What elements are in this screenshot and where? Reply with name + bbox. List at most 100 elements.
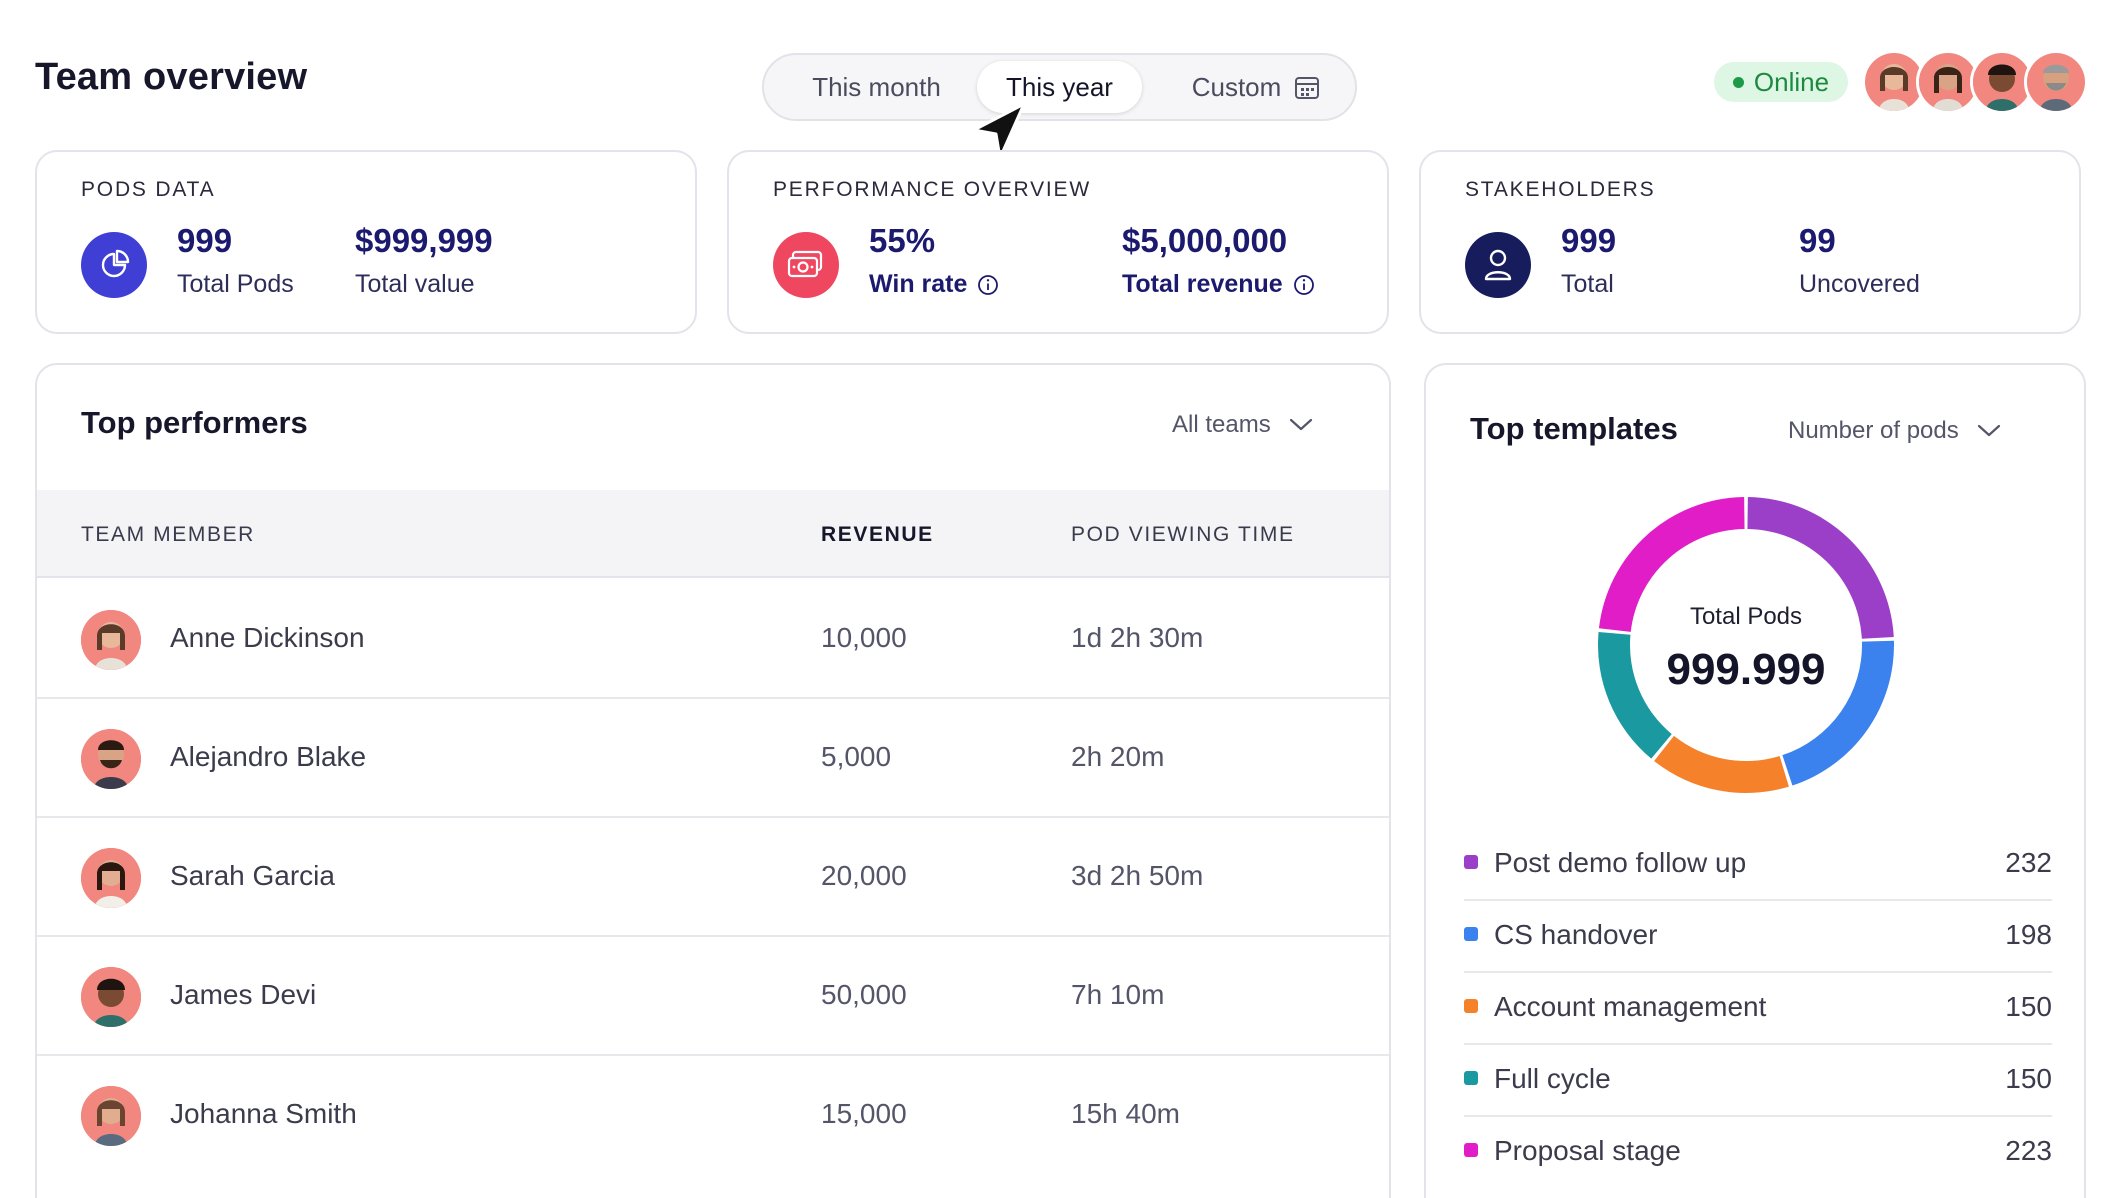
pie-chart-icon: [81, 232, 147, 298]
page-title: Team overview: [35, 56, 308, 98]
stakeholders-uncovered-label: Uncovered: [1799, 270, 1920, 298]
member-name: Sarah Garcia: [170, 860, 335, 891]
table-row[interactable]: Johanna Smith 15,000 15h 40m: [37, 1056, 1389, 1175]
legend-item[interactable]: Post demo follow up 232: [1464, 829, 2052, 901]
member-revenue: 15,000: [821, 1098, 907, 1129]
legend-swatch: [1464, 927, 1478, 941]
column-header-revenue[interactable]: REVENUE: [821, 523, 934, 546]
pods-data-label: PODS DATA: [81, 178, 216, 201]
online-status-badge: Online: [1714, 62, 1848, 102]
performance-overview-label: PERFORMANCE OVERVIEW: [773, 178, 1091, 201]
period-option-this-year[interactable]: This year: [977, 61, 1142, 113]
member-viewing-time: 2h 20m: [1071, 741, 1165, 772]
table-row[interactable]: Alejandro Blake 5,000 2h 20m: [37, 699, 1389, 818]
team-filter-label: All teams: [1172, 411, 1271, 438]
donut-segment[interactable]: [1747, 497, 1894, 639]
legend-item[interactable]: Proposal stage 223: [1464, 1117, 2052, 1189]
member-name: James Devi: [170, 979, 317, 1010]
table-header: TEAM MEMBER REVENUE POD VIEWING TIME: [37, 490, 1389, 578]
stakeholders-total-value: 999: [1561, 222, 1617, 259]
performance-overview-card: PERFORMANCE OVERVIEW 55% Win rate $5,000…: [727, 150, 1389, 334]
avatar: [81, 1086, 141, 1146]
legend-label: CS handover: [1494, 919, 1658, 950]
member-revenue: 5,000: [821, 741, 892, 772]
member-revenue: 50,000: [821, 979, 907, 1010]
period-option-this-month[interactable]: This month: [812, 71, 941, 102]
chevron-down-icon: [1289, 418, 1312, 431]
member-viewing-time: 15h 40m: [1071, 1098, 1180, 1129]
donut-segment[interactable]: [1598, 631, 1672, 759]
templates-donut-chart: [1598, 497, 1894, 793]
info-icon[interactable]: [977, 274, 999, 296]
legend-value: 198: [2005, 919, 2052, 950]
top-templates-title: Top templates: [1470, 411, 1678, 446]
member-revenue: 20,000: [821, 860, 907, 891]
member-name: Johanna Smith: [170, 1098, 357, 1129]
online-status-label: Online: [1753, 66, 1830, 97]
online-dot-icon: [1732, 76, 1744, 88]
stakeholders-card: STAKEHOLDERS 999 Total 99 Uncovered: [1419, 150, 2081, 334]
member-name: Anne Dickinson: [170, 622, 365, 653]
legend-label: Account management: [1494, 991, 1767, 1022]
pods-data-card: PODS DATA 999 Total Pods $999,999 Total …: [35, 150, 697, 334]
period-option-custom[interactable]: Custom: [1164, 61, 1349, 113]
legend-item[interactable]: Account management 150: [1464, 973, 2052, 1045]
avatar[interactable]: [2024, 50, 2088, 114]
total-revenue-metric: Total revenue: [1122, 270, 1315, 299]
win-rate-label: Win rate: [869, 270, 968, 298]
column-header-pod-viewing-time[interactable]: POD VIEWING TIME: [1071, 523, 1295, 546]
template-metric-dropdown[interactable]: Number of pods: [1788, 417, 2001, 445]
stakeholders-uncovered-value: 99: [1799, 222, 1836, 259]
avatar: [81, 848, 141, 908]
legend-label: Proposal stage: [1494, 1135, 1681, 1166]
period-option-custom-label: Custom: [1191, 71, 1282, 102]
cash-icon: [773, 232, 839, 298]
top-templates-card: Top templates Number of pods Total Pods …: [1424, 363, 2086, 1198]
member-viewing-time: 7h 10m: [1071, 979, 1165, 1010]
donut-segment[interactable]: [1782, 640, 1894, 786]
period-toggle[interactable]: This month This year Custom: [762, 53, 1357, 121]
member-viewing-time: 3d 2h 50m: [1071, 860, 1204, 891]
donut-segment[interactable]: [1598, 497, 1745, 632]
total-value-label: Total value: [355, 270, 475, 298]
donut-segment[interactable]: [1654, 735, 1789, 793]
team-avatar-stack[interactable]: [1862, 50, 2094, 116]
total-pods-label: Total Pods: [177, 270, 294, 298]
member-viewing-time: 1d 2h 30m: [1071, 622, 1204, 653]
column-header-team-member[interactable]: TEAM MEMBER: [81, 523, 255, 546]
top-performers-title: Top performers: [81, 405, 308, 440]
template-metric-label: Number of pods: [1788, 417, 1959, 444]
team-filter-dropdown[interactable]: All teams: [1172, 411, 1313, 439]
user-icon: [1465, 232, 1531, 298]
legend-label: Post demo follow up: [1494, 847, 1747, 878]
table-row[interactable]: Anne Dickinson 10,000 1d 2h 30m: [37, 580, 1389, 699]
table-row[interactable]: James Devi 50,000 7h 10m: [37, 937, 1389, 1056]
legend-value: 223: [2005, 1135, 2052, 1166]
info-icon[interactable]: [1293, 274, 1315, 296]
avatar[interactable]: [1970, 50, 2034, 114]
legend-swatch: [1464, 999, 1478, 1013]
stakeholders-total-label: Total: [1561, 270, 1614, 298]
legend-item[interactable]: CS handover 198: [1464, 901, 2052, 973]
member-name: Alejandro Blake: [170, 741, 367, 772]
legend-swatch: [1464, 1071, 1478, 1085]
legend-swatch: [1464, 1143, 1478, 1157]
legend-value: 150: [2005, 1063, 2052, 1094]
legend-label: Full cycle: [1494, 1063, 1611, 1094]
total-revenue-value: $5,000,000: [1122, 222, 1288, 259]
legend-item[interactable]: Full cycle 150: [1464, 1045, 2052, 1117]
calendar-icon: [1295, 77, 1320, 99]
total-value-value: $999,999: [355, 222, 493, 259]
avatar: [81, 610, 141, 670]
top-performers-card: Top performers All teams TEAM MEMBER REV…: [35, 363, 1391, 1198]
table-row[interactable]: Sarah Garcia 20,000 3d 2h 50m: [37, 818, 1389, 937]
legend-value: 232: [2005, 847, 2052, 878]
total-revenue-label: Total revenue: [1122, 270, 1283, 298]
legend-value: 150: [2005, 991, 2052, 1022]
avatar: [81, 729, 141, 789]
chevron-down-icon: [1977, 424, 2000, 437]
win-rate-value: 55%: [869, 222, 936, 259]
donut-center-value: 999.999: [1666, 645, 1826, 694]
win-rate-metric: Win rate: [869, 270, 999, 299]
stakeholders-label: STAKEHOLDERS: [1465, 178, 1656, 201]
